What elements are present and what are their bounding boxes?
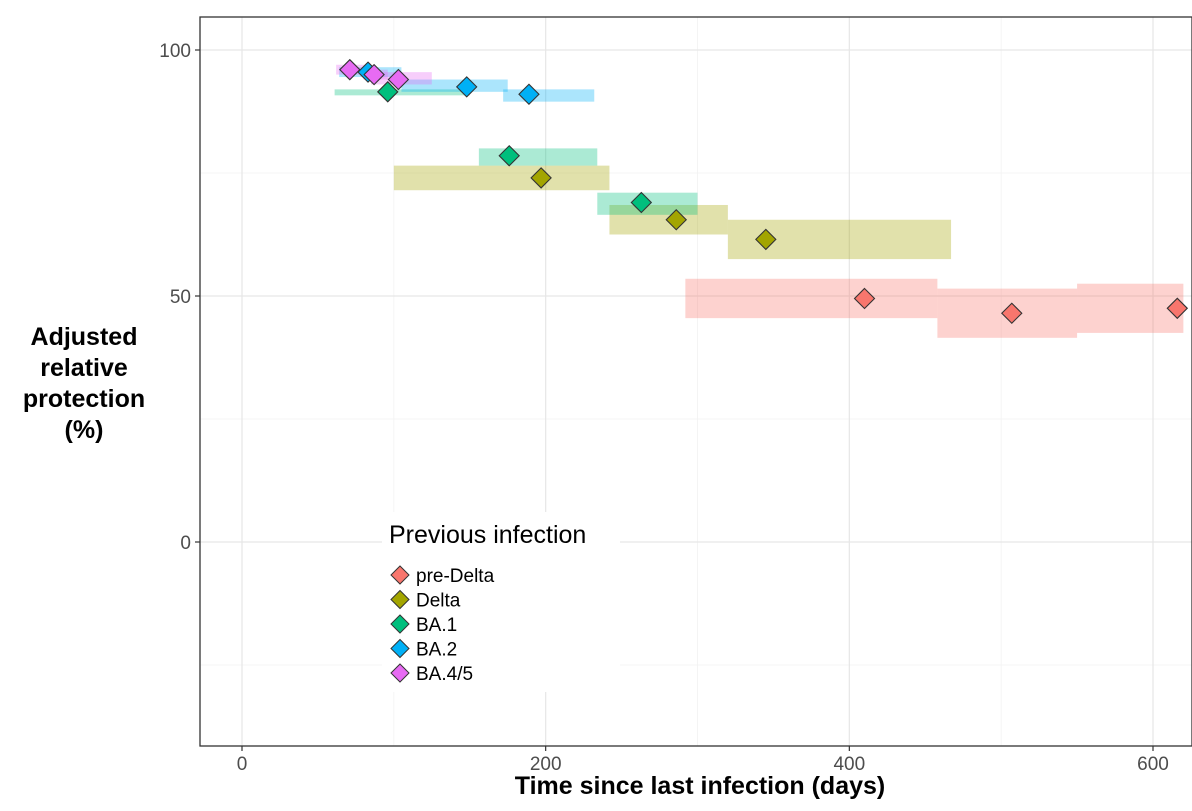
legend-title: Previous infection bbox=[389, 521, 586, 549]
data-point bbox=[1166, 297, 1189, 320]
data-point bbox=[498, 145, 521, 167]
data-point bbox=[630, 191, 653, 214]
legend-box bbox=[382, 512, 620, 692]
legend-label: BA.4/5 bbox=[416, 664, 473, 685]
data-point bbox=[387, 68, 410, 91]
ci-box bbox=[503, 89, 595, 102]
ci-box bbox=[1077, 283, 1184, 333]
data-point bbox=[363, 63, 385, 86]
y-tick-label: 0 bbox=[180, 533, 191, 554]
legend-label: BA.1 bbox=[416, 615, 457, 636]
data-point bbox=[376, 81, 399, 103]
data-point bbox=[518, 83, 540, 106]
panel-border bbox=[199, 16, 1192, 747]
ci-box bbox=[334, 89, 470, 96]
legend-label: BA.2 bbox=[416, 640, 457, 661]
data-point bbox=[755, 228, 777, 251]
legend-label: pre-Delta bbox=[416, 566, 495, 587]
legend-swatch bbox=[390, 565, 410, 585]
x-tick-label: 600 bbox=[1137, 754, 1169, 775]
ci-box bbox=[478, 148, 598, 166]
data-point bbox=[339, 58, 361, 81]
ci-box bbox=[685, 278, 938, 319]
legend-label: Delta bbox=[416, 591, 461, 612]
ci-box bbox=[393, 165, 610, 191]
data-point bbox=[665, 208, 688, 231]
y-tick-label: 100 bbox=[159, 41, 191, 62]
data-point bbox=[530, 167, 552, 189]
data-point bbox=[455, 76, 478, 98]
legend-swatch bbox=[390, 638, 410, 659]
y-axis-label: Adjusted relative protection (%) bbox=[22, 323, 146, 444]
y-tick-label: 50 bbox=[170, 287, 191, 308]
ci-box bbox=[401, 79, 508, 92]
x-tick-label: 200 bbox=[530, 754, 562, 775]
x-axis-label: Time since last infection (days) bbox=[514, 772, 886, 800]
data-point bbox=[1001, 302, 1023, 324]
legend-swatch bbox=[390, 589, 410, 610]
legend-swatch bbox=[390, 614, 410, 634]
legend-swatch bbox=[390, 663, 410, 683]
x-tick-label: 0 bbox=[237, 754, 248, 775]
data-point bbox=[853, 287, 876, 310]
plot-marks bbox=[334, 58, 1189, 338]
x-tick-label: 400 bbox=[833, 754, 865, 775]
